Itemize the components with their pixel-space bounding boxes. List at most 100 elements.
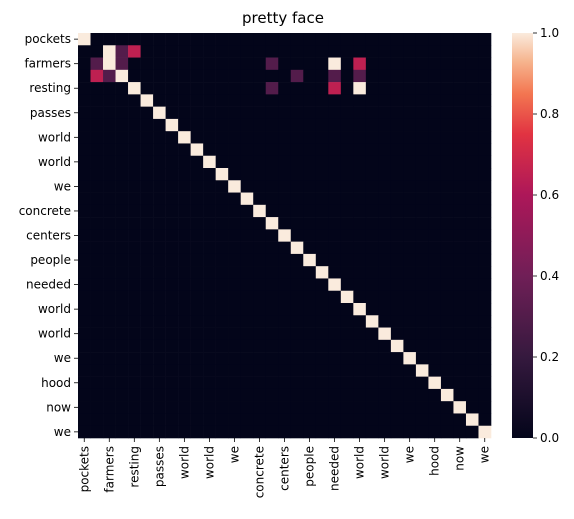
- y-tick-label: needed: [26, 278, 71, 292]
- heatmap-cell: [140, 118, 154, 132]
- heatmap-cell: [453, 94, 467, 107]
- heatmap-cell: [390, 388, 404, 402]
- heatmap-cell: [90, 303, 104, 316]
- heatmap-cell: [140, 339, 154, 353]
- heatmap-cell: [190, 45, 204, 58]
- heatmap-cell: [165, 180, 179, 193]
- colorbar-tick-label: 0.6: [540, 188, 559, 202]
- heatmap-cell: [478, 401, 492, 414]
- heatmap-cell: [353, 388, 367, 402]
- heatmap-cell: [303, 303, 317, 316]
- heatmap-cell: [453, 266, 467, 279]
- heatmap-cell: [340, 229, 354, 242]
- heatmap-cell: [103, 204, 116, 218]
- heatmap-cell: [165, 278, 179, 292]
- heatmap-cell: [415, 131, 429, 144]
- heatmap-cell: [290, 118, 304, 132]
- heatmap-cell: [465, 241, 479, 255]
- heatmap-cell: [265, 106, 279, 120]
- heatmap-cell: [328, 327, 342, 341]
- heatmap-cell: [240, 364, 254, 377]
- heatmap-cell: [340, 168, 354, 181]
- heatmap-cell: [178, 33, 191, 46]
- heatmap-cell: [390, 204, 404, 218]
- heatmap-cell: [128, 82, 141, 95]
- colorbar-ticks: 0.0 0.2 0.4 0.6 0.8 1.0: [533, 26, 559, 445]
- heatmap-cell: [415, 364, 429, 377]
- heatmap-cell: [465, 315, 479, 328]
- heatmap-cell: [315, 180, 329, 193]
- heatmap-cell: [303, 352, 317, 365]
- heatmap-cell: [453, 315, 467, 328]
- heatmap-cell: [215, 413, 229, 427]
- heatmap-cell: [465, 106, 479, 120]
- heatmap-cell: [353, 69, 367, 83]
- heatmap-cell: [265, 69, 279, 83]
- heatmap-cell: [190, 278, 204, 292]
- heatmap-cell: [240, 401, 254, 414]
- heatmap-cell: [140, 388, 154, 402]
- heatmap-cell: [390, 339, 404, 353]
- heatmap-cell: [478, 339, 492, 353]
- heatmap-cell: [90, 315, 104, 328]
- heatmap-cell: [303, 315, 317, 328]
- heatmap-cell: [115, 118, 129, 132]
- heatmap-cell: [78, 253, 91, 267]
- heatmap-cell: [278, 131, 292, 144]
- y-tick-label: resting: [29, 81, 71, 95]
- heatmap-cell: [215, 352, 229, 365]
- heatmap-cell: [303, 168, 317, 181]
- heatmap-cell: [203, 327, 216, 341]
- heatmap-cell: [390, 69, 404, 83]
- heatmap-cell: [428, 364, 442, 377]
- heatmap-cell: [365, 413, 379, 427]
- heatmap-cell: [315, 241, 329, 255]
- heatmap-cell: [478, 376, 492, 390]
- heatmap-cell: [390, 94, 404, 107]
- heatmap-cell: [428, 376, 442, 390]
- heatmap-cell: [265, 376, 279, 390]
- heatmap-cell: [353, 315, 367, 328]
- heatmap-cell: [428, 303, 442, 316]
- heatmap-cell: [353, 45, 367, 58]
- heatmap-cell: [265, 241, 279, 255]
- heatmap-cell: [453, 143, 467, 157]
- heatmap-cell: [203, 217, 216, 230]
- heatmap-cell: [290, 315, 304, 328]
- heatmap-cell: [178, 69, 191, 83]
- heatmap-cell: [365, 364, 379, 377]
- heatmap-cell: [328, 278, 342, 292]
- heatmap-cell: [353, 413, 367, 427]
- heatmap-cell: [103, 303, 116, 316]
- heatmap-cell: [178, 106, 191, 120]
- heatmap-cell: [428, 143, 442, 157]
- heatmap-cell: [140, 376, 154, 390]
- heatmap-cell: [240, 352, 254, 365]
- heatmap-cell: [365, 106, 379, 120]
- heatmap-cell: [203, 180, 216, 193]
- heatmap-cell: [253, 204, 267, 218]
- heatmap-cell: [265, 155, 279, 169]
- heatmap-cell: [365, 69, 379, 83]
- heatmap-cell: [403, 401, 417, 414]
- heatmap-cell: [378, 217, 392, 230]
- heatmap-cell: [140, 266, 154, 279]
- heatmap-cell: [315, 82, 329, 95]
- heatmap-cell: [90, 143, 104, 157]
- heatmap-cell: [403, 118, 417, 132]
- heatmap-cell: [203, 376, 216, 390]
- heatmap-cell: [378, 82, 392, 95]
- heatmap-cell: [90, 106, 104, 120]
- heatmap-cell: [315, 106, 329, 120]
- y-tick-label: we: [54, 351, 71, 365]
- heatmap-cell: [203, 94, 216, 107]
- heatmap-cell: [315, 401, 329, 414]
- heatmap-cell: [353, 339, 367, 353]
- heatmap-cell: [78, 388, 91, 402]
- heatmap-cell: [203, 143, 216, 157]
- heatmap-cell: [290, 413, 304, 427]
- heatmap-cell: [365, 180, 379, 193]
- heatmap-cell: [190, 425, 204, 439]
- heatmap-cell: [178, 327, 191, 341]
- heatmap-cell: [328, 69, 342, 83]
